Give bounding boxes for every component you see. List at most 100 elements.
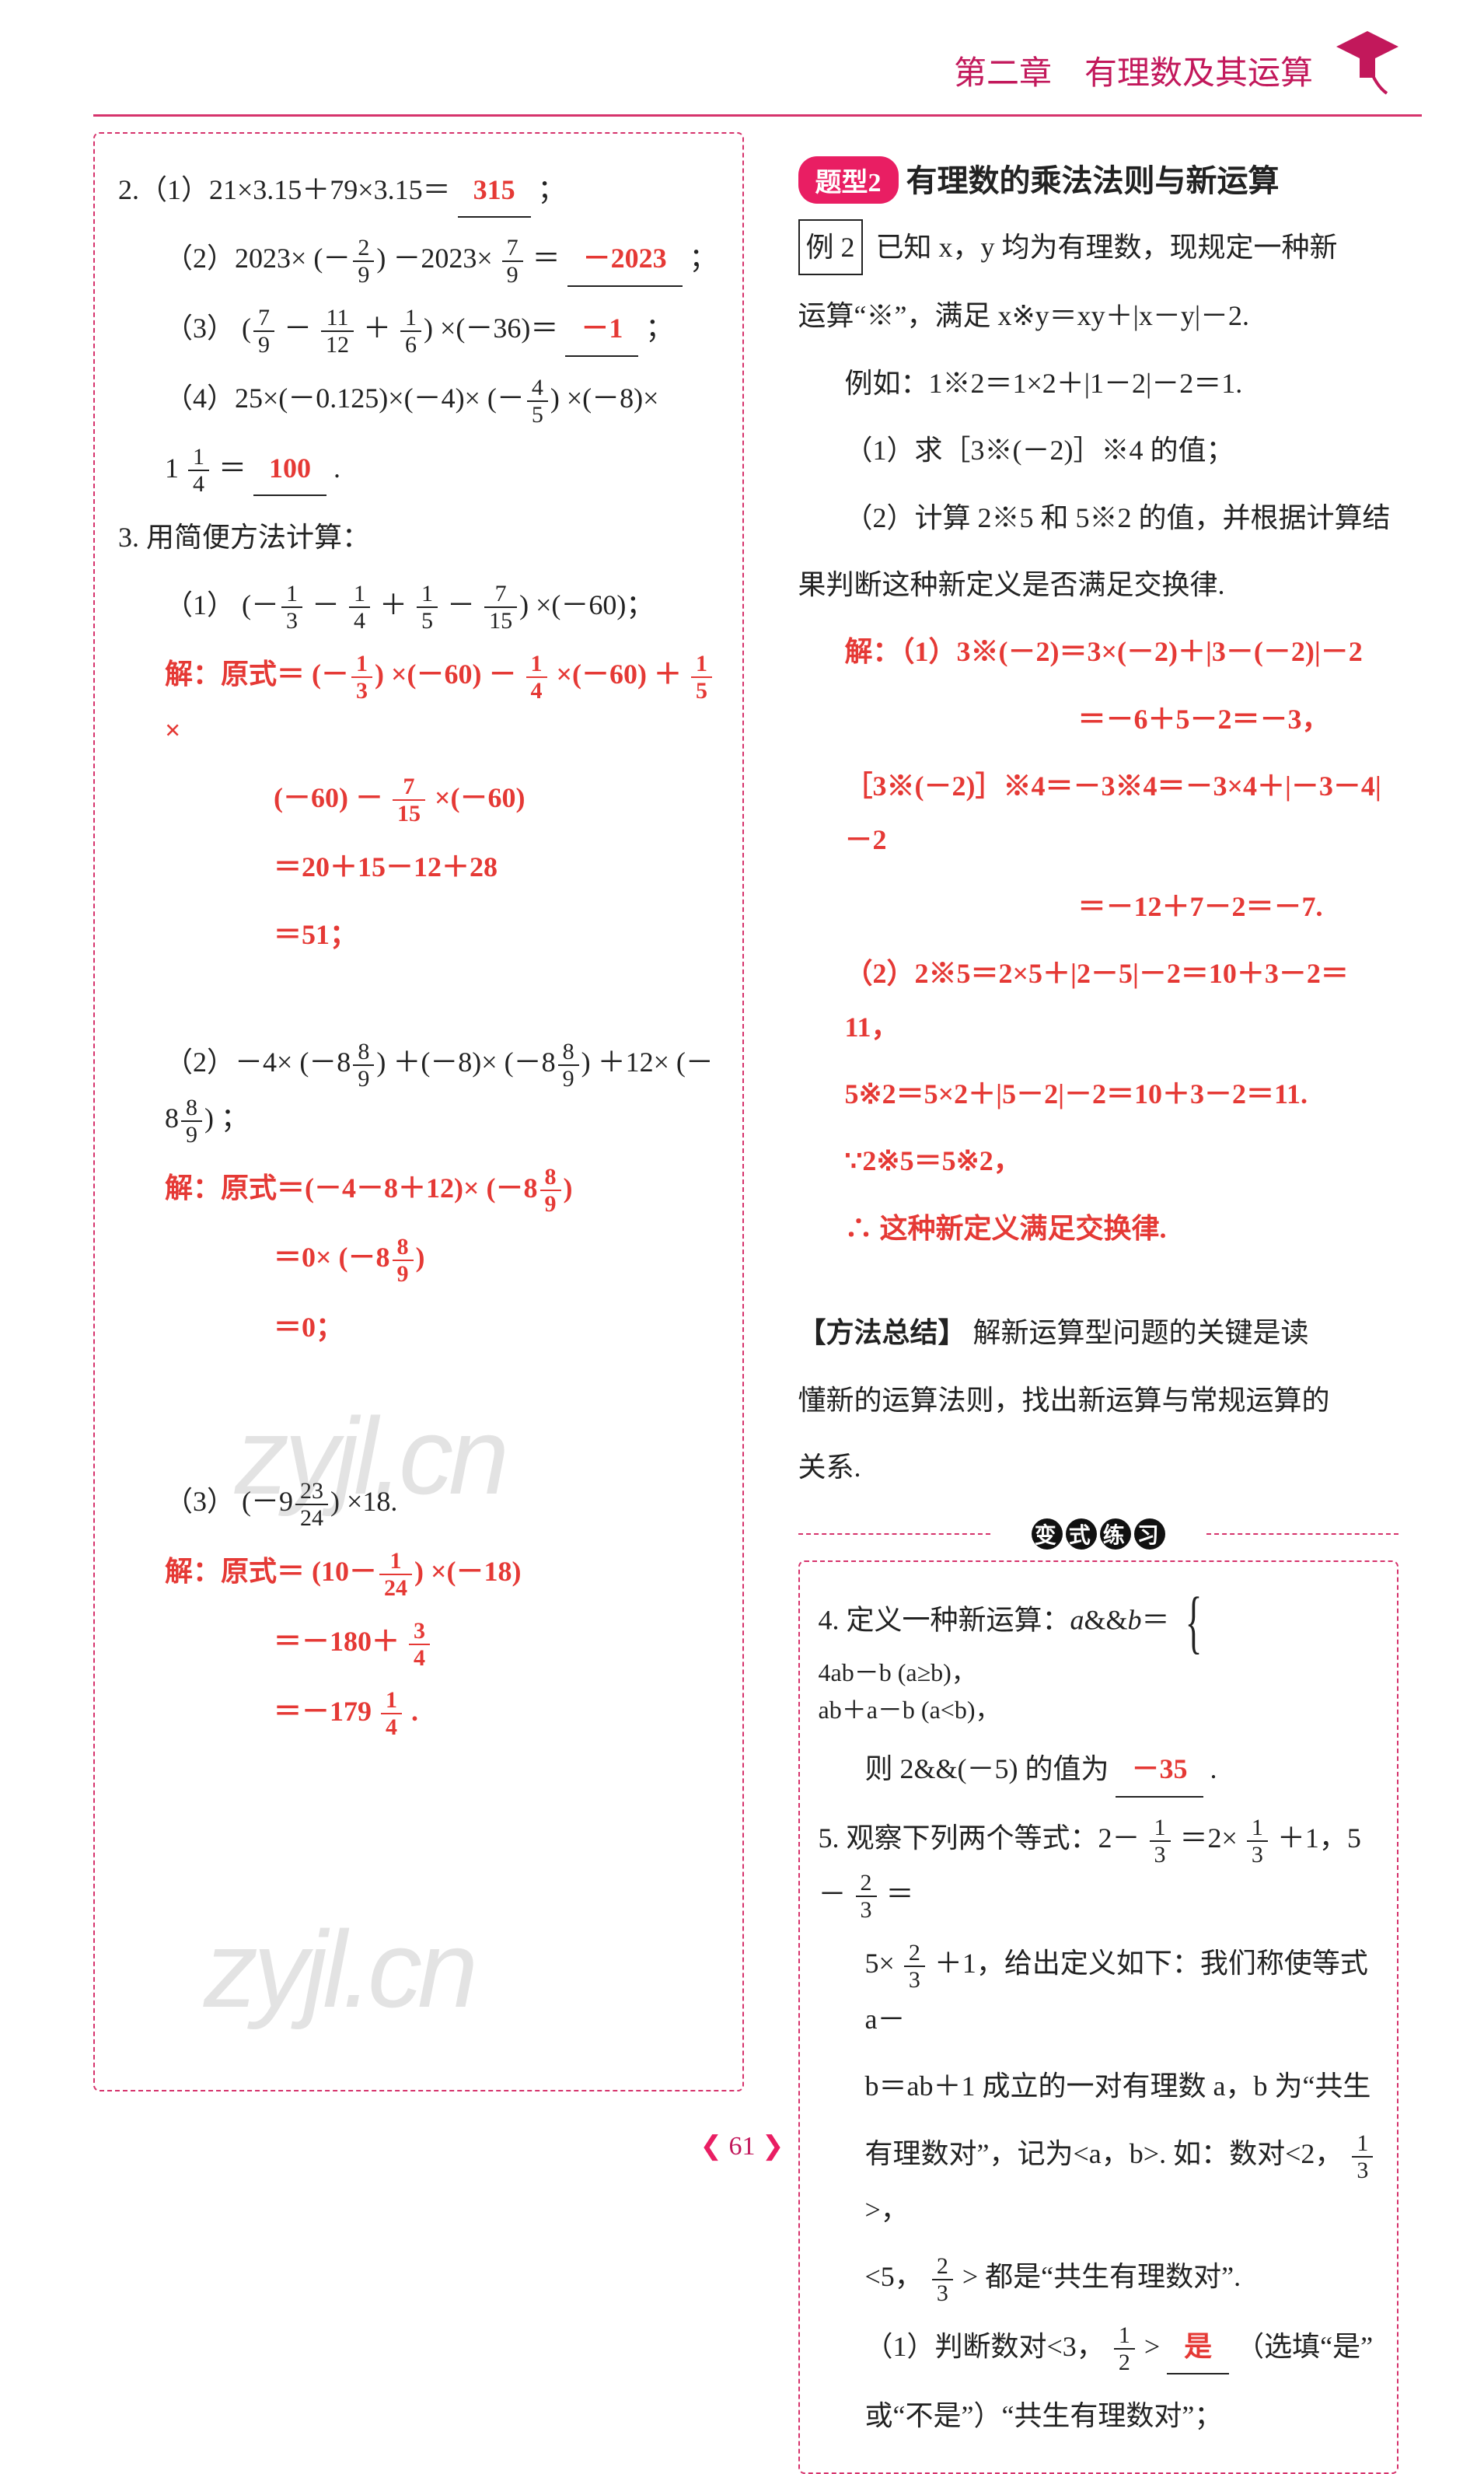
answer-blank: 是 [1167, 2320, 1229, 2374]
watermark-2: zyjl.cn [204, 1906, 473, 2032]
text: （2）2023× [165, 243, 306, 274]
sol1c: ［3※(－2)］※4＝－3※4＝－3×4＋|－3－4|－2 [798, 760, 1399, 866]
q3-1-sol-c: ＝20＋15－12＋28 [118, 840, 719, 893]
q5-q1: （1）判断数对<3， 12 > 是 （选填“是” [819, 2320, 1379, 2376]
text: 已知 x，y 均为有理数，现规定一种新 [876, 232, 1338, 263]
q3-title: 3. 用简便方法计算： [118, 511, 719, 564]
method-summary-2: 懂新的运算法则，找出新运算与常规运算的 [798, 1374, 1399, 1427]
content-columns: 2.（1）21×3.15＋79×3.15＝ 315 ； （2）2023× (－2… [93, 132, 1422, 2091]
practice-box: 4. 定义一种新运算：a&&b＝ { 4ab－b (a≥b)， ab＋a－b (… [798, 1560, 1399, 2473]
q5e: <5， 23 > 都是“共生有理数对”. [819, 2250, 1379, 2306]
text: <5， [865, 2261, 923, 2292]
section-title: 题型2 有理数的乘法法则与新运算 [798, 155, 1399, 204]
q4b: 则 2&&(－5) 的值为 －35 . [819, 1742, 1379, 1797]
answer-blank: －35 [1116, 1742, 1203, 1797]
right-column: 题型2 有理数的乘法法则与新运算 例 2 已知 x，y 均为有理数，现规定一种新… [775, 132, 1423, 2091]
text: ＋(－8)× [393, 1047, 497, 1078]
text: ×(－18) [431, 1556, 522, 1587]
text: >， [865, 2194, 909, 2225]
q2-4a: （4）25×(－0.125)×(－4)× (－45) ×(－8)× [118, 372, 719, 428]
text: > 都是“共生有理数对”. [962, 2261, 1241, 2292]
sol2b: 5※2＝5×2＋|5－2|－2＝10＋3－2＝11. [798, 1068, 1399, 1120]
text: （2）－4× [165, 1047, 292, 1078]
sol1b: ＝－6＋5－2＝－3， [798, 693, 1399, 746]
practice-label: 变式练习 [1030, 1517, 1167, 1550]
text: × [165, 715, 181, 746]
q3-2-sol-a: 解：原式＝(－4－8＋12)× (－889) [118, 1162, 719, 1218]
text: ×(－36)＝ [440, 313, 558, 344]
answer-blank: 315 [458, 163, 531, 218]
answer-blank: 100 [253, 442, 326, 496]
text: 则 2&&(－5) 的值为 [865, 1753, 1109, 1784]
text: ×(－60)； [536, 589, 654, 620]
example-intro2: 运算“※”，满足 x※y＝xy＋|x－y|－2. [798, 289, 1399, 342]
text: ＋1，给出定义如下：我们称使等式 a－ [865, 1948, 1368, 2035]
example-q2a: （2）计算 2※5 和 5※2 的值，并根据计算结 [798, 491, 1399, 544]
text: 4. 定义一种新运算：a&&b＝ [819, 1605, 1170, 1636]
text: . [333, 453, 340, 484]
q3-1: （1） (－13 － 14 ＋ 15 － 715) ×(－60)； [118, 578, 719, 634]
case-1: 4ab－b (a≥b)， [819, 1654, 1000, 1691]
example-eg: 例如：1※2＝1×2＋|1－2|－2＝1. [798, 357, 1399, 410]
q3-3-sol-c: ＝－179 14 . [118, 1685, 719, 1741]
text: 解：原式＝ [165, 1556, 305, 1587]
q3-3-sol-a: 解：原式＝ (10－124) ×(－18) [118, 1545, 719, 1601]
text: ×(－60) － [391, 659, 517, 690]
example-label: 例 2 [798, 219, 863, 275]
practice-divider: 变式练习 [798, 1517, 1399, 1550]
text: （4）25×(－0.125)×(－4)× [165, 383, 480, 414]
text: ； [645, 313, 673, 344]
text: （3） [165, 313, 235, 344]
text: ×(－60) ＋ [557, 659, 683, 690]
q2-3: （3） (79 － 1112 ＋ 16) ×(－36)＝ －1 ； [118, 302, 719, 358]
text: 解：原式＝ [165, 659, 305, 690]
text: ＝2× [1180, 1822, 1238, 1854]
text: －2023× [393, 243, 492, 274]
q3-3: （3） (－92324) ×18. [118, 1475, 719, 1531]
text: ×(－60) [435, 782, 526, 813]
text: > [1144, 2331, 1160, 2362]
method-label: 【方法总结】 [798, 1317, 966, 1348]
text: ； [690, 243, 718, 274]
text: ； [538, 174, 566, 205]
q5a: 5. 观察下列两个等式：2－ 13 ＝2× 13 ＋1，5－ 23 ＝ [819, 1812, 1379, 1923]
graduation-cap-icon [1329, 23, 1406, 101]
answer-blank: －1 [565, 302, 638, 356]
q5b: 5× 23 ＋1，给出定义如下：我们称使等式 a－ [819, 1937, 1379, 2046]
text: ×(－8)× [567, 383, 659, 414]
text: (－60) － [274, 782, 383, 813]
q2-2: （2）2023× (－29) －2023× 79 ＝ －2023 ； [118, 232, 719, 288]
left-column: 2.（1）21×3.15＋79×3.15＝ 315 ； （2）2023× (－2… [93, 132, 744, 2091]
q3-3-sol-b: ＝－180＋ 34 [118, 1615, 719, 1671]
q2-4b: 1 14 ＝ 100 . [118, 442, 719, 498]
sol1a: 解：（1）3※(－2)＝3×(－2)＋|3－(－2)|－2 [798, 625, 1399, 678]
page-number: 61 [700, 2130, 784, 2161]
topic-badge: 题型2 [798, 156, 899, 204]
case-2: ab＋a－b (a<b)， [819, 1691, 1000, 1728]
q2-1: 2.（1）21×3.15＋79×3.15＝ 315 ； [118, 163, 719, 218]
text: ＝ [218, 453, 246, 484]
q3-1-sol-d: ＝51； [118, 908, 719, 961]
sol2a: （2）2※5＝2×5＋|2－5|－2＝10＋3－2＝11， [798, 947, 1399, 1054]
chapter-title: 第二章 有理数及其运算 [954, 47, 1313, 94]
page: 第二章 有理数及其运算 2.（1）21×3.15＋79×3.15＝ 315 ； … [0, 0, 1484, 2177]
method-summary-3: 关系. [798, 1441, 1399, 1494]
text: . [1210, 1753, 1217, 1784]
method-summary-1: 【方法总结】 解新运算型问题的关键是读 [798, 1306, 1399, 1359]
text: ＝0× [274, 1242, 332, 1273]
topic-title-text: 有理数的乘法法则与新运算 [906, 163, 1280, 198]
q3-1-sol-b: (－60) － 715 ×(－60) [118, 771, 719, 827]
text: 5× [865, 1948, 895, 1979]
text: 5. 观察下列两个等式：2－ [819, 1822, 1140, 1854]
example-q1: （1）求［3※(－2)］※4 的值； [798, 424, 1399, 477]
text: ； [221, 1102, 249, 1134]
text: ＝－179 [274, 1696, 372, 1727]
example-q2b: 果判断这种新定义是否满足交换律. [798, 558, 1399, 611]
text: ＝ [532, 243, 560, 274]
text: 2.（1）21×3.15＋79×3.15＝ [118, 174, 451, 205]
q3-2: （2）－4× (－889) ＋(－8)× (－889) ＋12× (－889) … [118, 1036, 719, 1147]
text: 解新运算型问题的关键是读 [973, 1317, 1309, 1348]
text: ×18. [347, 1486, 397, 1517]
page-header: 第二章 有理数及其运算 [93, 31, 1422, 117]
sol1d: ＝－12＋7－2＝－7. [798, 880, 1399, 933]
